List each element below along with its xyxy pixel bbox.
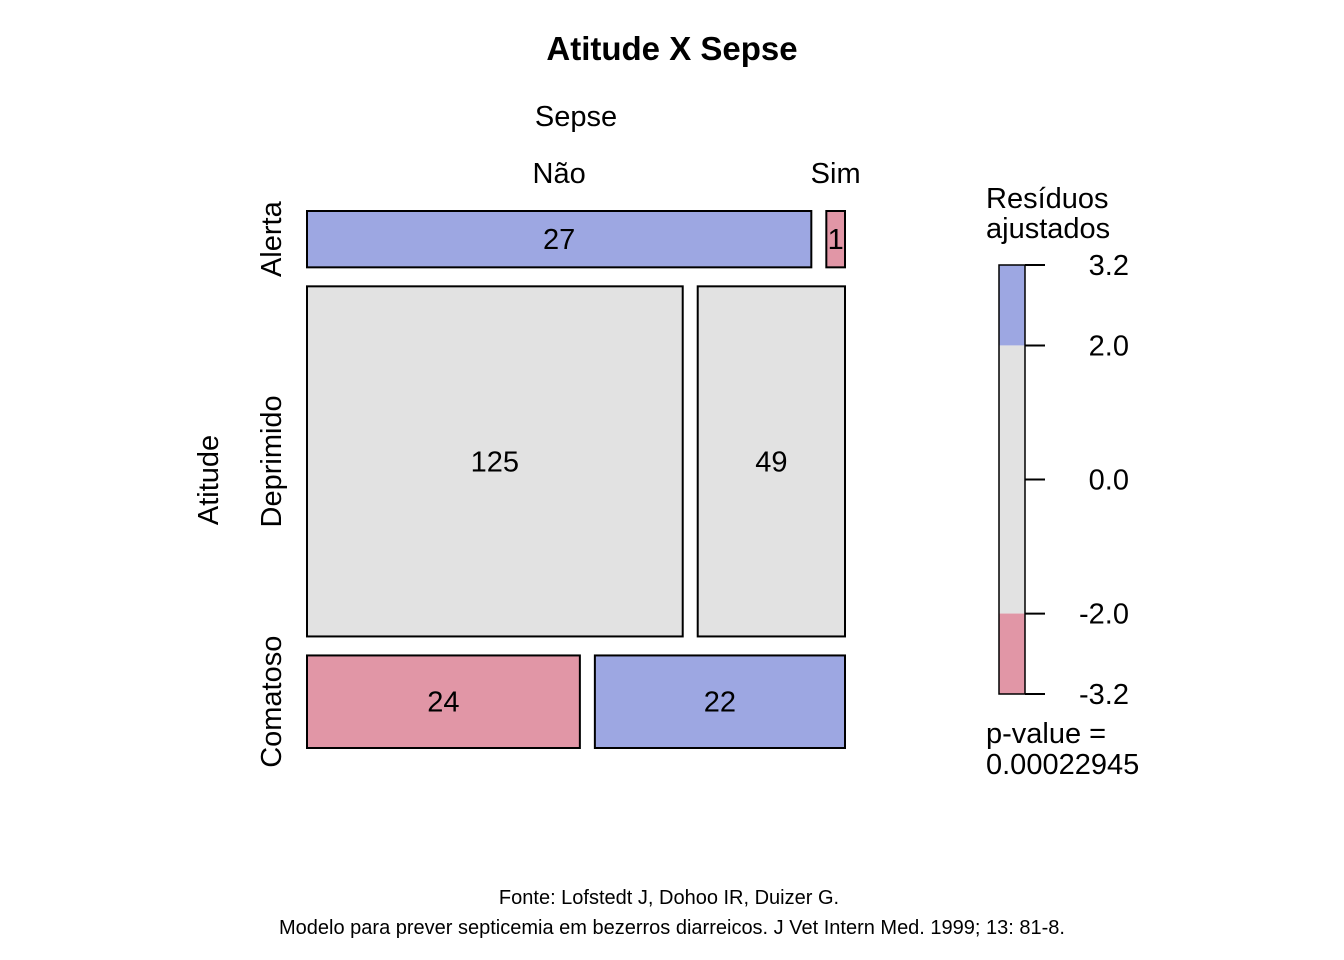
legend-segment-positive: [999, 265, 1025, 346]
row-label-alerta: Alerta: [256, 200, 288, 277]
footer-source-line2: Modelo para prever septicemia em bezerro…: [279, 917, 1065, 939]
row-variable-label: Atitude: [193, 435, 225, 525]
tile-alerta-sim: [825, 210, 846, 269]
legend-tick-label: -2.0: [1079, 599, 1129, 631]
legend-tick-label: 3.2: [1089, 250, 1129, 282]
legend-tick-label: 0.0: [1089, 465, 1129, 497]
column-variable-label: Sepse: [535, 101, 617, 133]
tile-count-comatoso-nao: 24: [427, 687, 459, 719]
tile-count-deprimido-sim: 49: [755, 446, 787, 478]
tile-count-comatoso-sim: 22: [704, 687, 736, 719]
row-label-comatoso: Comatoso: [256, 636, 288, 768]
row-label-deprimido: Deprimido: [256, 395, 288, 527]
mosaic-tiles: 27 1 125 49 24 22: [306, 210, 846, 749]
pvalue-label: p-value =: [986, 718, 1106, 750]
footer-source-line1: Fonte: Lofstedt J, Dohoo IR, Duizer G.: [499, 887, 839, 909]
chart-title: Atitude X Sepse: [546, 30, 797, 67]
legend-ticks: 3.2 2.0 0.0 -2.0 -3.2: [1025, 250, 1129, 711]
tile-count-alerta-nao: 27: [543, 224, 575, 256]
tile-comatoso-sim: [593, 654, 846, 749]
legend-segment-negative: [999, 613, 1025, 694]
legend-segment-neutral: [999, 345, 1025, 614]
tile-comatoso-nao: [306, 654, 581, 749]
tile-alerta-nao: [306, 210, 813, 269]
column-labels: Não Sim: [533, 158, 861, 190]
column-label-nao: Não: [533, 158, 586, 190]
residual-legend: Resíduos ajustados 3.2 2.0 0.0 -2.0 -3.2 p-v…: [986, 183, 1139, 781]
legend-title-line1: Resíduos: [986, 183, 1109, 215]
tile-count-alerta-sim: 1: [828, 224, 844, 256]
legend-tick-label: -3.2: [1079, 679, 1129, 711]
tile-count-deprimido-nao: 125: [471, 446, 519, 478]
pvalue-value: 0.00022945: [986, 749, 1139, 781]
legend-title-line2: ajustados: [986, 213, 1110, 245]
legend-color-bar: [998, 264, 1026, 695]
legend-tick-label: 2.0: [1089, 330, 1129, 362]
row-labels: Alerta Deprimido Comatoso: [256, 200, 288, 767]
tile-deprimido-sim: [696, 285, 846, 638]
tile-deprimido-nao: [306, 285, 684, 638]
column-label-sim: Sim: [811, 158, 861, 190]
